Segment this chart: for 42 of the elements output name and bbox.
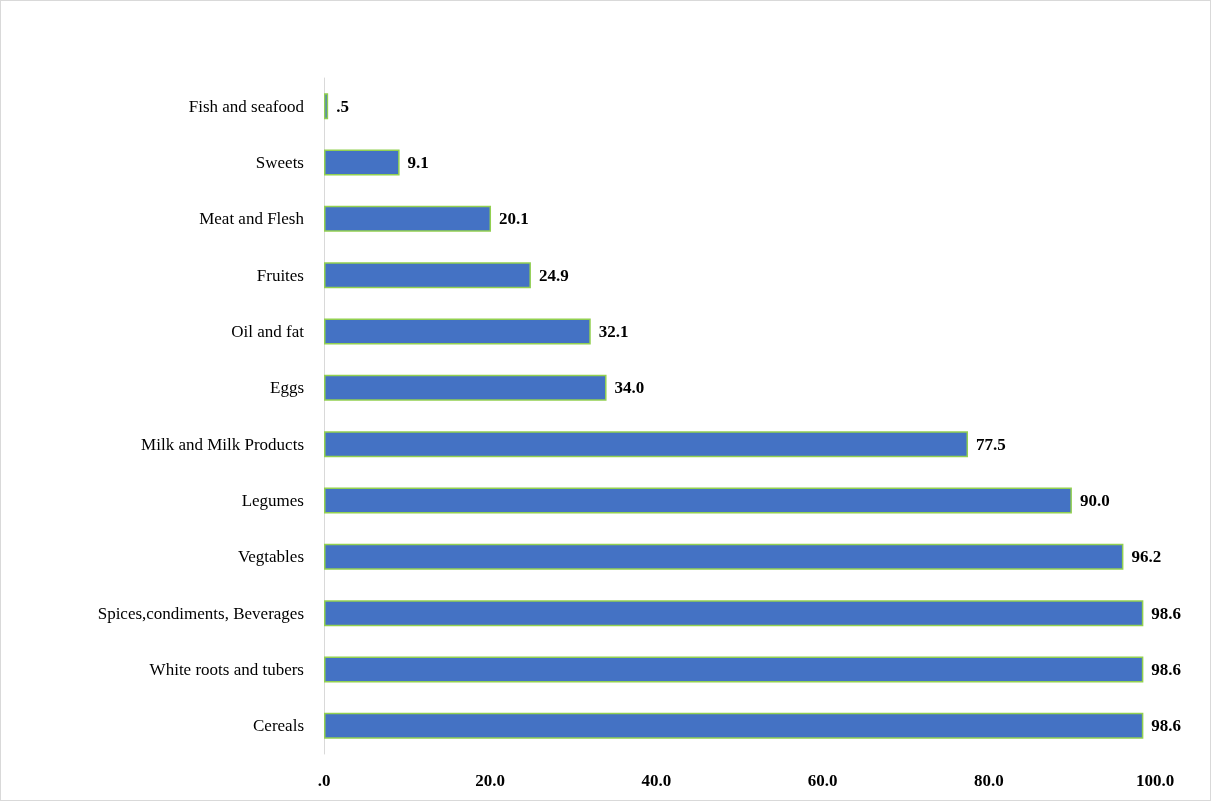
- data-label: 9.1: [407, 153, 429, 172]
- data-label: .5: [336, 96, 349, 116]
- bar: [324, 431, 969, 458]
- data-label: 34.0: [614, 378, 645, 398]
- bar: [324, 149, 400, 176]
- bar: [324, 543, 1124, 570]
- data-label: 98.6: [1151, 660, 1182, 679]
- y-tick-label: Spices,condiments, Beverages: [97, 603, 304, 623]
- bar: [324, 712, 1144, 739]
- y-tick-label: Cereals: [253, 716, 304, 736]
- bar: [324, 93, 329, 120]
- y-tick-label: Milk and Milk Products: [141, 434, 304, 454]
- x-tick-label: 40.0: [641, 771, 672, 790]
- y-tick-label: Fish and seafood: [188, 96, 305, 116]
- y-tick-label: White roots and tubers: [149, 660, 304, 679]
- y-tick-label: Eggs: [270, 378, 304, 398]
- bar: [324, 600, 1144, 627]
- bar: [324, 374, 607, 401]
- x-tick-label: .0: [317, 771, 331, 790]
- data-label: 24.9: [538, 265, 569, 285]
- bar: [324, 656, 1144, 683]
- x-tick-label: 60.0: [807, 771, 838, 790]
- data-label: 90.0: [1079, 491, 1110, 510]
- data-label: 98.6: [1151, 603, 1182, 623]
- y-tick-label: Sweets: [255, 153, 304, 172]
- data-label: 96.2: [1131, 547, 1162, 567]
- x-tick-label: 80.0: [973, 771, 1004, 790]
- data-label: 98.6: [1151, 716, 1182, 736]
- bar: [324, 487, 1072, 514]
- x-tick-label: 20.0: [475, 771, 506, 790]
- x-tick-label: 100.0: [1135, 771, 1175, 790]
- data-label: 77.5: [976, 434, 1006, 454]
- bar: [324, 262, 531, 289]
- y-tick-label: Meat and Flesh: [199, 209, 305, 229]
- y-tick-label: Fruites: [256, 265, 304, 285]
- bar: [324, 318, 591, 345]
- y-tick-label: Oil and fat: [231, 322, 305, 341]
- y-tick-label: Vegtables: [237, 547, 304, 567]
- y-tick-label: Legumes: [241, 491, 304, 510]
- data-label: 32.1: [598, 322, 629, 341]
- bar: [324, 205, 492, 232]
- data-label: 20.1: [499, 209, 529, 229]
